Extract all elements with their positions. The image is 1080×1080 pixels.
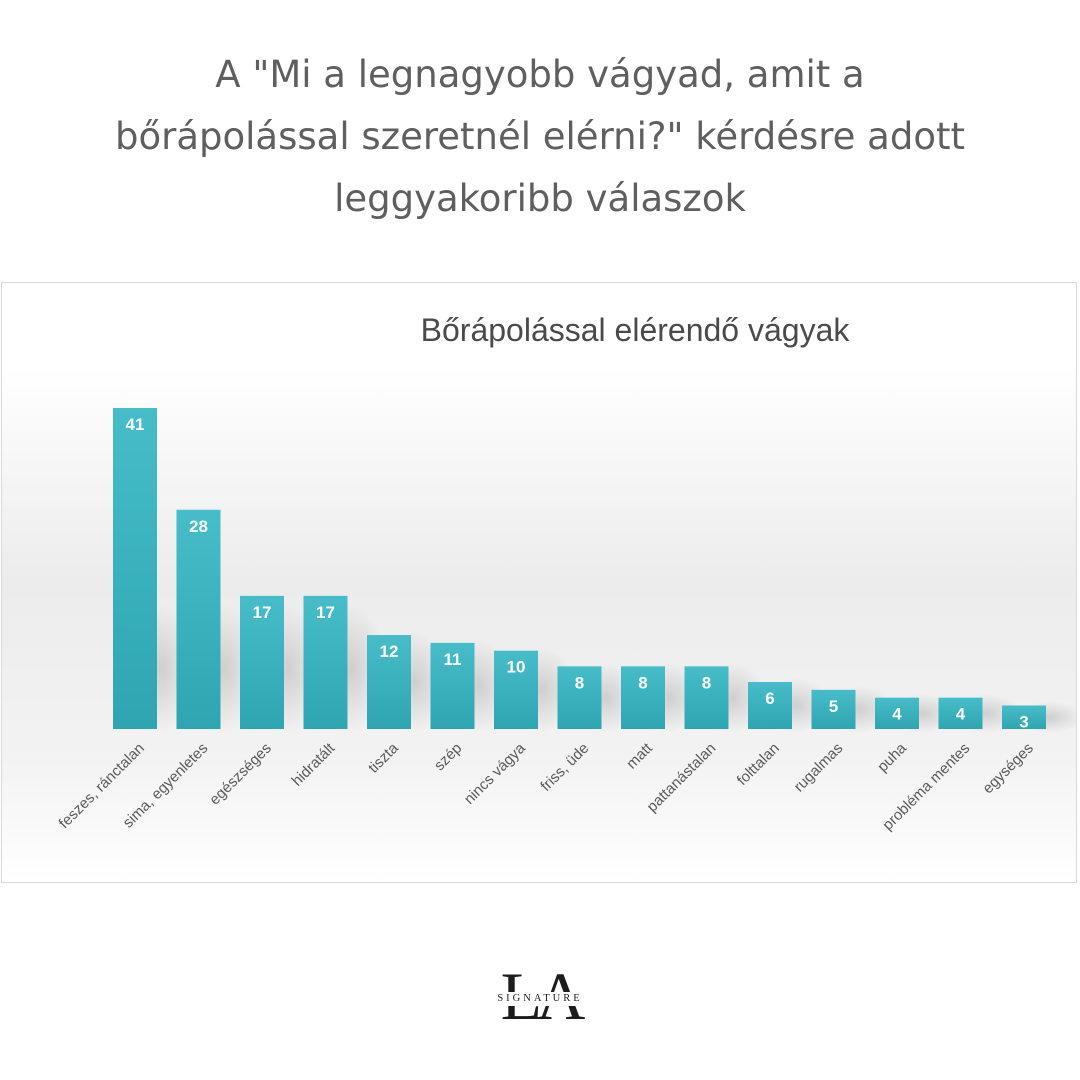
bar — [113, 407, 157, 729]
x-tick-label: nincs vágya — [461, 739, 529, 807]
chart-title: Bőrápolással elérendő vágyak — [421, 312, 851, 348]
data-label: 28 — [189, 517, 208, 536]
data-label: 17 — [253, 603, 272, 622]
x-tick-label: szép — [431, 740, 465, 774]
data-label: 3 — [1019, 713, 1028, 732]
data-label: 8 — [702, 673, 711, 692]
bar — [367, 635, 411, 729]
x-tick-label: hidratált — [289, 739, 339, 789]
bar — [748, 682, 792, 729]
data-label: 4 — [892, 705, 902, 724]
headline-line: A "Mi a legnagyobb vágyad, amit a — [215, 53, 865, 96]
bar — [811, 689, 856, 729]
bar — [938, 697, 983, 729]
x-tick-label: folttalan — [734, 740, 783, 789]
data-label: 11 — [444, 650, 462, 669]
bar-chart: Bőrápolással elérendő vágyak 41 28 17 17 12 1… — [56, 312, 1076, 834]
data-label: 5 — [829, 697, 838, 716]
data-label: 4 — [956, 705, 966, 724]
bar — [240, 595, 284, 729]
x-tick-label: puha — [874, 739, 910, 775]
data-label: 6 — [765, 689, 774, 708]
data-label: 8 — [575, 673, 584, 692]
x-tick-label: matt — [623, 739, 656, 772]
x-tick-label: friss, üde — [537, 740, 592, 795]
chart-panel: Bőrápolással elérendő vágyak 41 28 17 17 12 1… — [1, 282, 1077, 883]
x-tick-label: egységes — [979, 740, 1036, 797]
bar — [1002, 705, 1046, 729]
logo-wordmark: SIGNATURE — [485, 992, 595, 1006]
data-label: 10 — [507, 658, 526, 677]
bar — [430, 642, 475, 729]
bar — [684, 666, 729, 729]
bars — [113, 407, 1046, 729]
x-tick-label: egészséges — [206, 740, 275, 809]
bar — [557, 666, 602, 729]
data-label: 17 — [316, 603, 335, 622]
data-labels: 41 28 17 17 12 11 10 8 8 8 6 5 4 4 3 — [126, 415, 1029, 732]
headline-line: leggyakoribb válaszok — [334, 177, 746, 220]
data-label: 8 — [638, 673, 647, 692]
bar — [875, 697, 919, 729]
bar — [303, 595, 348, 729]
x-tick-label: rugalmas — [791, 740, 847, 796]
brand-logo: LA SIGNATURE — [470, 960, 610, 1032]
data-label: 41 — [126, 415, 145, 434]
x-tick-label: tiszta — [365, 739, 402, 776]
bar — [176, 509, 221, 729]
page-headline: A "Mi a legnagyobb vágyad, amit a bőrápo… — [20, 44, 1060, 230]
bar — [494, 650, 538, 729]
data-label: 12 — [380, 642, 399, 661]
bar — [621, 666, 665, 729]
headline-line: bőrápolással szeretnél elérni?" kérdésre… — [115, 115, 965, 158]
